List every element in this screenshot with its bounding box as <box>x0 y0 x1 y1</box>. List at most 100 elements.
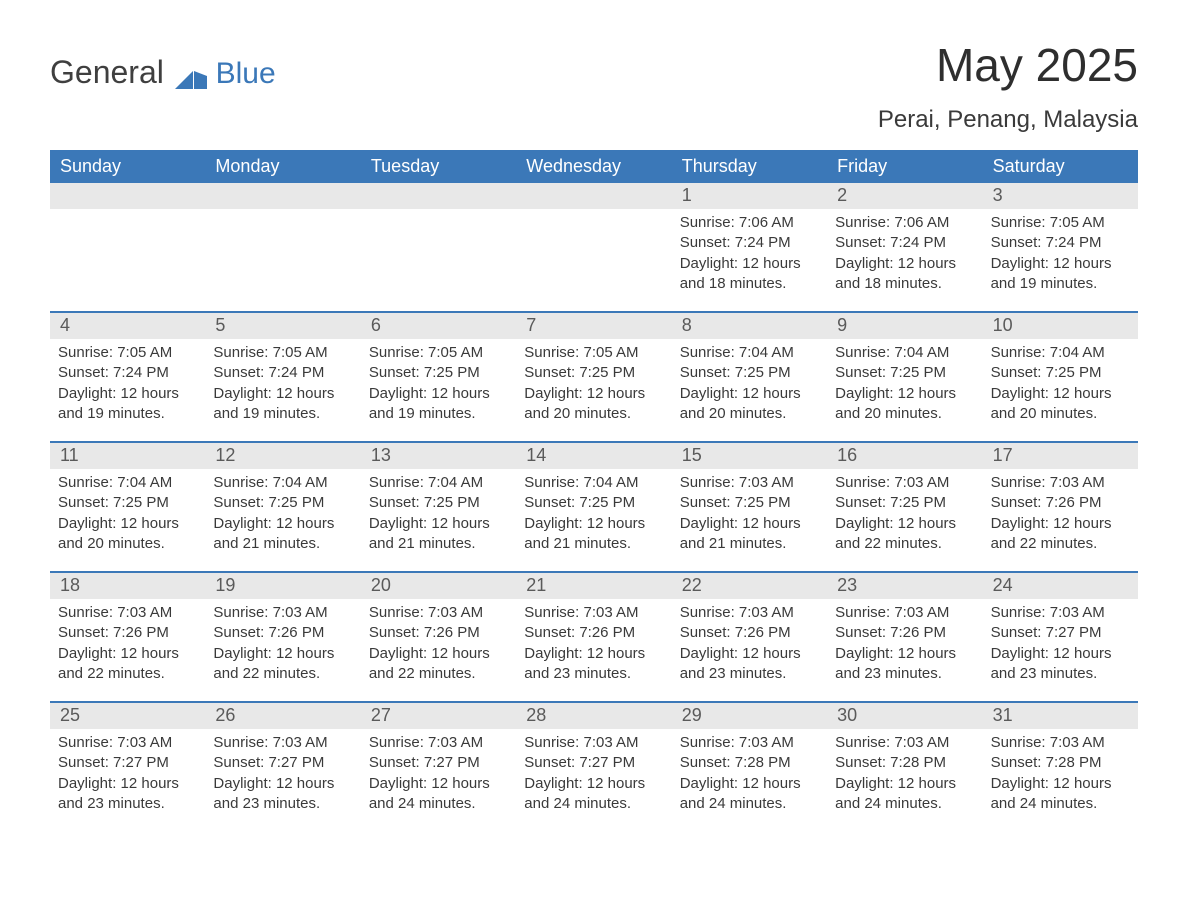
day-number: 31 <box>983 703 1138 729</box>
day-sunrise: Sunrise: 7:03 AM <box>680 473 819 493</box>
day-daylight2: and 21 minutes. <box>369 534 508 554</box>
day-daylight2: and 24 minutes. <box>835 794 974 814</box>
day-sunset: Sunset: 7:25 PM <box>835 363 974 383</box>
day-daylight1: Daylight: 12 hours <box>680 774 819 794</box>
day-daylight1: Daylight: 12 hours <box>680 514 819 534</box>
day-details: Sunrise: 7:04 AMSunset: 7:25 PMDaylight:… <box>361 469 516 571</box>
day-details: Sunrise: 7:05 AMSunset: 7:24 PMDaylight:… <box>50 339 205 441</box>
day-daylight1: Daylight: 12 hours <box>835 774 974 794</box>
calendar-page: General Blue May 2025 Perai, Penang, Mal… <box>0 0 1188 918</box>
day-daylight1: Daylight: 12 hours <box>835 514 974 534</box>
day-daylight2: and 23 minutes. <box>213 794 352 814</box>
day-number: 26 <box>205 703 360 729</box>
day-daylight2: and 22 minutes. <box>213 664 352 684</box>
day-sunrise: Sunrise: 7:03 AM <box>213 733 352 753</box>
dow-monday: Monday <box>205 150 360 183</box>
day-details: Sunrise: 7:04 AMSunset: 7:25 PMDaylight:… <box>50 469 205 571</box>
day-number: 10 <box>983 313 1138 339</box>
day-daylight2: and 23 minutes. <box>680 664 819 684</box>
day-daylight1: Daylight: 12 hours <box>680 644 819 664</box>
day-sunset: Sunset: 7:24 PM <box>991 233 1130 253</box>
dow-wednesday: Wednesday <box>516 150 671 183</box>
day-number: 28 <box>516 703 671 729</box>
day-daylight2: and 22 minutes. <box>369 664 508 684</box>
day-number: 30 <box>827 703 982 729</box>
day-sunset: Sunset: 7:28 PM <box>835 753 974 773</box>
page-title: May 2025 <box>878 38 1138 92</box>
day-sunrise: Sunrise: 7:06 AM <box>835 213 974 233</box>
day-daylight1: Daylight: 12 hours <box>58 644 197 664</box>
day-daylight2: and 20 minutes. <box>524 404 663 424</box>
day-daylight2: and 24 minutes. <box>524 794 663 814</box>
day-sunrise: Sunrise: 7:04 AM <box>524 473 663 493</box>
day-daylight2: and 18 minutes. <box>680 274 819 294</box>
day-details <box>361 209 516 311</box>
day-sunset: Sunset: 7:24 PM <box>835 233 974 253</box>
day-details: Sunrise: 7:03 AMSunset: 7:26 PMDaylight:… <box>827 599 982 701</box>
day-details: Sunrise: 7:05 AMSunset: 7:24 PMDaylight:… <box>205 339 360 441</box>
day-sunset: Sunset: 7:26 PM <box>58 623 197 643</box>
title-block: May 2025 Perai, Penang, Malaysia <box>878 38 1138 134</box>
day-details: Sunrise: 7:06 AMSunset: 7:24 PMDaylight:… <box>827 209 982 311</box>
day-daylight2: and 23 minutes. <box>524 664 663 684</box>
day-daylight1: Daylight: 12 hours <box>524 644 663 664</box>
day-number: 11 <box>50 443 205 469</box>
day-sunrise: Sunrise: 7:04 AM <box>58 473 197 493</box>
day-details: Sunrise: 7:04 AMSunset: 7:25 PMDaylight:… <box>205 469 360 571</box>
day-daylight2: and 21 minutes. <box>524 534 663 554</box>
day-daylight2: and 21 minutes. <box>213 534 352 554</box>
day-daylight2: and 20 minutes. <box>991 404 1130 424</box>
day-sunrise: Sunrise: 7:03 AM <box>680 603 819 623</box>
week-daynum-row: 18192021222324 <box>50 571 1138 599</box>
day-number: 16 <box>827 443 982 469</box>
calendar: Sunday Monday Tuesday Wednesday Thursday… <box>50 150 1138 831</box>
day-sunrise: Sunrise: 7:03 AM <box>369 603 508 623</box>
day-sunset: Sunset: 7:25 PM <box>213 493 352 513</box>
day-number: 17 <box>983 443 1138 469</box>
day-daylight1: Daylight: 12 hours <box>991 254 1130 274</box>
day-details: Sunrise: 7:03 AMSunset: 7:26 PMDaylight:… <box>516 599 671 701</box>
day-daylight2: and 19 minutes. <box>369 404 508 424</box>
day-number: 13 <box>361 443 516 469</box>
dow-saturday: Saturday <box>983 150 1138 183</box>
day-daylight1: Daylight: 12 hours <box>58 514 197 534</box>
week-daynum-row: 11121314151617 <box>50 441 1138 469</box>
day-sunset: Sunset: 7:25 PM <box>991 363 1130 383</box>
day-sunrise: Sunrise: 7:05 AM <box>369 343 508 363</box>
day-sunset: Sunset: 7:26 PM <box>524 623 663 643</box>
day-details <box>205 209 360 311</box>
day-number: 4 <box>50 313 205 339</box>
day-daylight1: Daylight: 12 hours <box>524 384 663 404</box>
day-sunrise: Sunrise: 7:04 AM <box>213 473 352 493</box>
day-daylight2: and 23 minutes. <box>58 794 197 814</box>
day-sunrise: Sunrise: 7:03 AM <box>680 733 819 753</box>
day-number <box>50 183 205 209</box>
week-daynum-row: 45678910 <box>50 311 1138 339</box>
day-daylight1: Daylight: 12 hours <box>58 774 197 794</box>
day-daylight1: Daylight: 12 hours <box>213 514 352 534</box>
day-daylight1: Daylight: 12 hours <box>991 384 1130 404</box>
day-number: 22 <box>672 573 827 599</box>
day-details: Sunrise: 7:03 AMSunset: 7:28 PMDaylight:… <box>672 729 827 831</box>
day-sunrise: Sunrise: 7:03 AM <box>58 603 197 623</box>
day-sunrise: Sunrise: 7:04 AM <box>991 343 1130 363</box>
day-details: Sunrise: 7:03 AMSunset: 7:26 PMDaylight:… <box>50 599 205 701</box>
day-daylight1: Daylight: 12 hours <box>524 514 663 534</box>
day-sunrise: Sunrise: 7:03 AM <box>58 733 197 753</box>
day-daylight1: Daylight: 12 hours <box>991 774 1130 794</box>
day-sunset: Sunset: 7:25 PM <box>835 493 974 513</box>
week-daynum-row: 123 <box>50 183 1138 209</box>
day-sunrise: Sunrise: 7:05 AM <box>524 343 663 363</box>
day-details: Sunrise: 7:05 AMSunset: 7:24 PMDaylight:… <box>983 209 1138 311</box>
logo-general: General <box>50 54 164 90</box>
day-details: Sunrise: 7:06 AMSunset: 7:24 PMDaylight:… <box>672 209 827 311</box>
day-daylight2: and 24 minutes. <box>680 794 819 814</box>
day-daylight1: Daylight: 12 hours <box>58 384 197 404</box>
day-number: 27 <box>361 703 516 729</box>
day-number: 1 <box>672 183 827 209</box>
day-sunrise: Sunrise: 7:04 AM <box>680 343 819 363</box>
logo-triangle-icon <box>175 62 207 86</box>
day-sunset: Sunset: 7:25 PM <box>369 363 508 383</box>
subtitle: Perai, Penang, Malaysia <box>878 106 1138 134</box>
day-daylight2: and 22 minutes. <box>58 664 197 684</box>
